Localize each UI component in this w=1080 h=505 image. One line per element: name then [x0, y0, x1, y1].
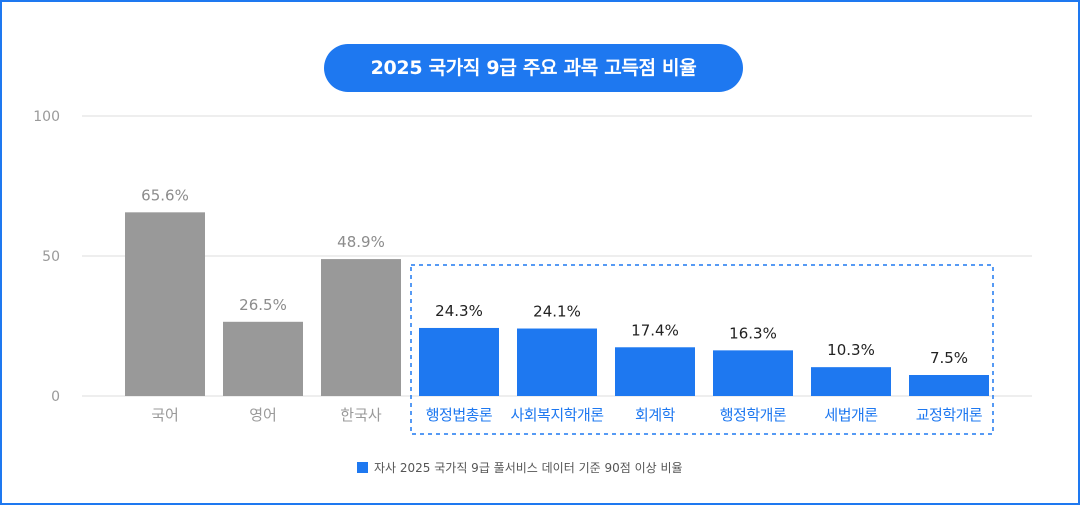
bar-1 [125, 212, 205, 396]
chart-title: 2025 국가직 9급 주요 과목 고득점 비율 [324, 44, 743, 92]
x-tick-label-1: 국어 [151, 406, 179, 424]
x-tick-label-7: 행정학개론 [720, 406, 787, 424]
y-tick-label: 100 [33, 109, 60, 125]
value-label-5: 24.1% [533, 303, 581, 321]
x-tick-label-3: 한국사 [340, 406, 382, 424]
bar-2 [223, 321, 303, 396]
x-tick-label-9: 교정학개론 [916, 406, 983, 424]
bar-4 [419, 327, 499, 396]
value-label-9: 7.5% [930, 349, 968, 367]
legend-swatch [357, 461, 368, 473]
x-tick-label-6: 회계학 [635, 406, 676, 424]
x-tick-label-4: 행정법총론 [426, 406, 493, 424]
bar-6 [615, 347, 695, 396]
bar-3 [321, 259, 401, 396]
y-tick-label: 50 [42, 249, 60, 265]
y-tick-label: 0 [51, 389, 60, 405]
value-label-2: 26.5% [239, 296, 287, 314]
value-label-1: 65.6% [141, 186, 189, 204]
value-label-6: 17.4% [631, 321, 679, 339]
highlight-box [410, 264, 994, 435]
value-label-3: 48.9% [337, 233, 385, 251]
value-label-4: 24.3% [435, 302, 483, 320]
legend: 자사 2025 국가직 9급 풀서비스 데이터 기준 90점 이상 비율 [357, 459, 683, 475]
bar-9 [909, 375, 989, 396]
bar-5 [517, 328, 597, 396]
x-tick-label-2: 영어 [249, 406, 277, 424]
legend-label: 자사 2025 국가직 9급 풀서비스 데이터 기준 90점 이상 비율 [374, 460, 683, 475]
x-tick-label-8: 세법개론 [824, 406, 878, 424]
bar-7 [713, 350, 793, 396]
value-label-7: 16.3% [729, 324, 777, 342]
value-label-8: 10.3% [827, 341, 875, 359]
x-tick-label-5: 사회복지학개론 [510, 406, 604, 424]
bar-8 [811, 367, 891, 396]
